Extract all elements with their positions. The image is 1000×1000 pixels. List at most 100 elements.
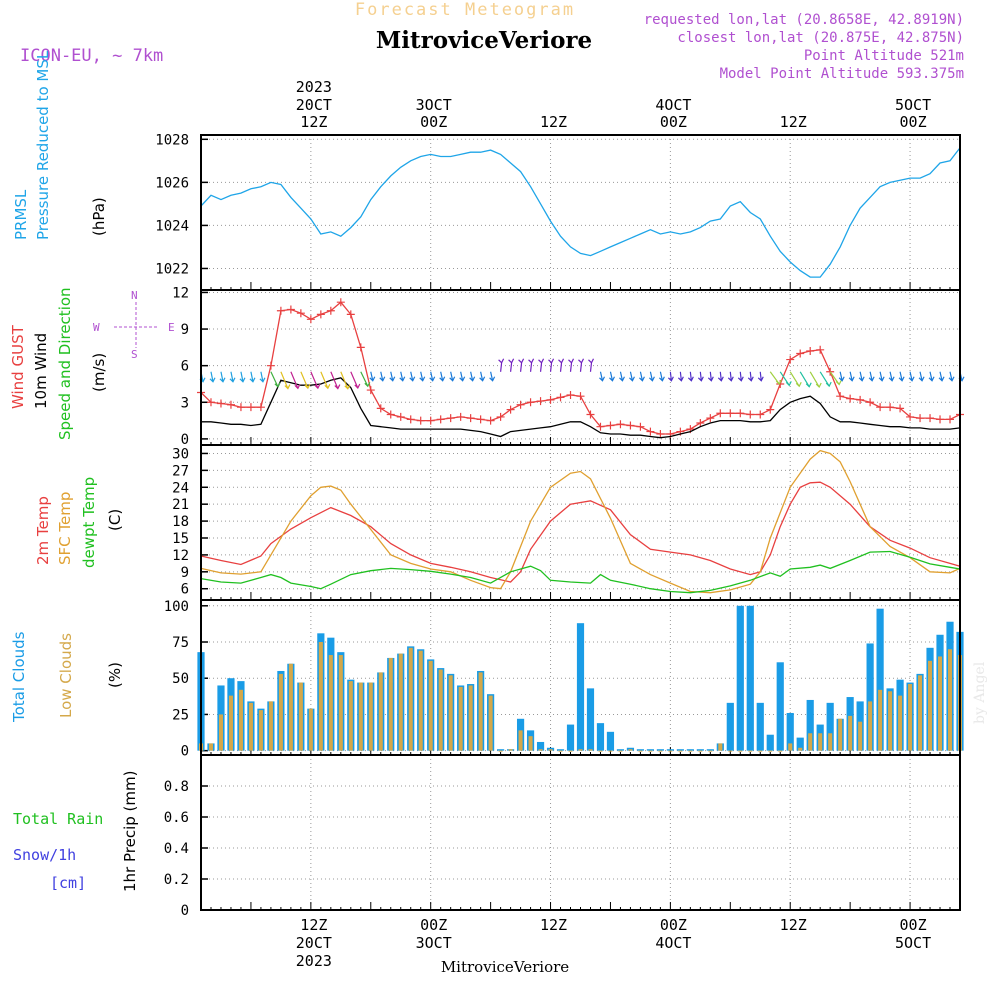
gust-marker <box>396 412 405 421</box>
low-cloud-bar <box>458 686 463 751</box>
gust-marker <box>256 403 265 412</box>
low-cloud-bar <box>658 750 663 752</box>
total-cloud-bar <box>616 749 625 751</box>
y-tick-label: 0.4 <box>164 841 189 857</box>
wind-direction-arrow <box>578 358 585 372</box>
compass-west: W <box>93 321 100 334</box>
y-tick-label: 30 <box>172 446 189 462</box>
total-cloud-bar <box>686 749 694 751</box>
gust-marker <box>496 412 505 421</box>
wind-speed-dir-label: Speed and Direction <box>56 287 74 440</box>
gust-marker <box>486 416 495 425</box>
bottom-hour-label: 12Z <box>300 916 327 934</box>
low-cloud-bar <box>508 749 513 751</box>
low-cloud-bar <box>578 749 583 751</box>
wind-direction-arrow <box>399 371 406 382</box>
gust-marker <box>336 298 345 307</box>
y-tick-label: 0.6 <box>164 810 189 826</box>
low-cloud-bar <box>308 708 313 751</box>
wind-direction-arrow <box>888 371 895 382</box>
gust-marker <box>276 306 285 315</box>
total-cloud-bar <box>497 749 505 751</box>
total-cloud-bar <box>876 608 884 751</box>
y-tick-label: 100 <box>164 599 189 615</box>
wind-direction-arrow <box>459 371 466 382</box>
top-date-label: 20CT <box>296 96 332 114</box>
total-cloud-bar <box>576 623 585 751</box>
snow-unit-label: [cm] <box>50 874 86 892</box>
y-tick-label: 24 <box>172 480 189 496</box>
wind-direction-arrow <box>648 371 655 382</box>
gust-marker <box>786 355 795 364</box>
watermark: by Angel <box>972 661 988 724</box>
y-tick-label: 0 <box>181 432 189 448</box>
gust-marker <box>356 343 365 352</box>
gust-marker <box>806 347 815 356</box>
wind-direction-arrow <box>747 371 754 382</box>
bottom-hour-label: 00Z <box>660 916 687 934</box>
wind-10m-label: 10m Wind <box>32 333 50 409</box>
top-year-label: 2023 <box>296 78 332 96</box>
low-cloud-bar <box>498 750 503 752</box>
gust-marker <box>446 414 455 423</box>
low-cloud-bar <box>348 681 353 751</box>
gust-marker <box>226 400 235 409</box>
gust-marker <box>816 345 825 354</box>
top-hour-label: 12Z <box>780 113 807 131</box>
wind-direction-arrow <box>757 371 764 382</box>
low-cloud-bar <box>208 743 214 751</box>
gust-marker <box>916 414 925 423</box>
wind-direction-arrow <box>609 371 615 382</box>
y-tick-label: 50 <box>172 671 189 687</box>
total-cloud-bar <box>596 723 605 751</box>
compass-north: N <box>131 289 138 302</box>
low-cloud-bar <box>878 689 883 751</box>
low-cloud-bar <box>278 673 283 751</box>
gust-marker <box>716 409 725 418</box>
gust-marker <box>316 310 325 319</box>
temp-sfc-label: SFC Temp <box>56 492 74 565</box>
total-cloud-bar <box>806 699 814 751</box>
gust-marker <box>406 415 415 424</box>
low-cloud-bar <box>488 695 493 751</box>
gust-marker <box>546 395 555 404</box>
temp-2m-label: 2m Temp <box>34 496 52 565</box>
low-cloud-bar <box>528 736 533 751</box>
low-cloud-bar <box>938 656 943 751</box>
wind-direction-arrow <box>290 371 301 390</box>
wind-direction-arrow <box>789 371 802 388</box>
gust-marker <box>516 400 525 409</box>
low-cloud-bar <box>698 750 703 752</box>
low-cloud-bar <box>638 750 643 752</box>
bottom-hour-label: 12Z <box>540 916 567 934</box>
low-cloud-bar <box>708 750 713 752</box>
low-cloud-bar <box>688 750 693 752</box>
y-tick-label: 9 <box>181 322 189 338</box>
bottom-date-label: 5OCT <box>895 934 931 952</box>
gust-marker <box>576 392 585 401</box>
compass-south: S <box>131 348 138 361</box>
low-cloud-bar <box>478 672 483 751</box>
wind-direction-arrow <box>310 371 321 390</box>
wind-direction-arrow <box>369 371 376 382</box>
bottom-date-label: 3OCT <box>416 934 452 952</box>
total-rain-label: Total Rain <box>13 810 103 828</box>
gust-marker <box>906 412 915 421</box>
point-altitude: Point Altitude 521m <box>804 48 964 64</box>
total-cloud-bar <box>746 605 754 751</box>
low-cloud-bar <box>538 749 543 751</box>
low-cloud-bar <box>218 714 223 751</box>
wind-direction-arrow <box>667 371 674 382</box>
gust-marker <box>266 361 275 370</box>
footer-station: MitroviceVeriore <box>441 958 569 976</box>
bottom-date-label: 20CT <box>296 934 332 952</box>
gust-marker <box>636 422 645 431</box>
wind-unit: (m/s) <box>90 353 108 392</box>
wind-direction-arrow <box>707 371 714 382</box>
low-cloud-bar <box>408 647 413 751</box>
low-cloud-bar <box>568 750 573 752</box>
closest-coords: closest lon,lat (20.875E, 42.875N) <box>677 30 964 46</box>
product-title: Forecast Meteogram <box>355 0 575 20</box>
